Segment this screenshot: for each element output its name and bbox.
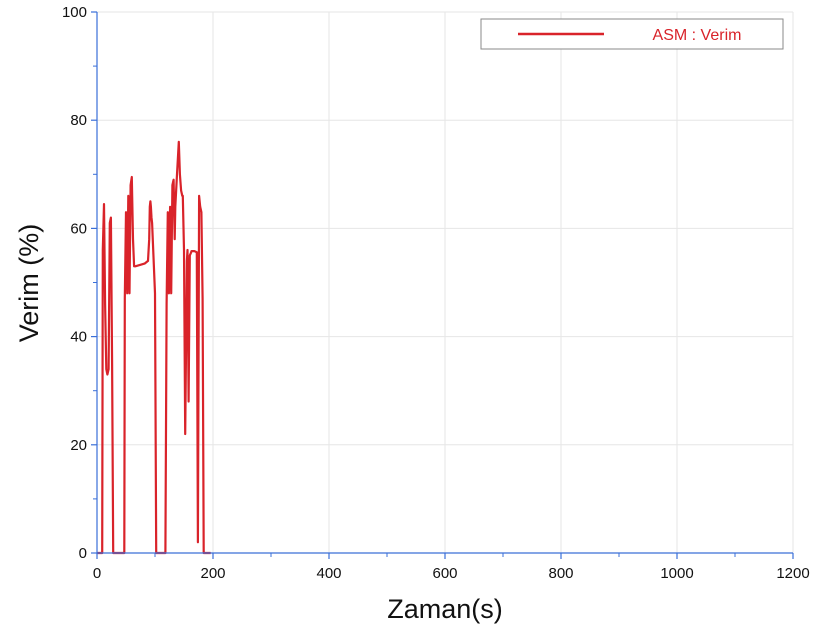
x-tick-label: 1000 (660, 565, 693, 582)
legend-label: ASM : Verim (653, 27, 742, 44)
y-tick-label: 100 (62, 4, 87, 21)
x-tick-label: 0 (93, 565, 101, 582)
y-tick-label: 20 (70, 437, 87, 454)
y-tick-label: 40 (70, 329, 87, 346)
y-tick-label: 80 (70, 112, 87, 129)
y-tick-label: 0 (79, 545, 87, 562)
y-tick-label: 60 (70, 220, 87, 237)
x-tick-label: 1200 (776, 565, 809, 582)
grid (97, 11, 794, 553)
y-axis-title: Verim (%) (14, 224, 44, 343)
x-tick-label: 600 (432, 565, 457, 582)
x-axis-title: Zaman(s) (387, 594, 503, 624)
axes (91, 11, 794, 559)
x-tick-label: 400 (316, 565, 341, 582)
legend: ASM : Verim (480, 18, 784, 50)
tick-labels: 0 200 400 600 800 1000 1200 0 20 40 60 80 100 (62, 4, 810, 582)
x-tick-label: 800 (548, 565, 573, 582)
x-tick-label: 200 (200, 565, 225, 582)
